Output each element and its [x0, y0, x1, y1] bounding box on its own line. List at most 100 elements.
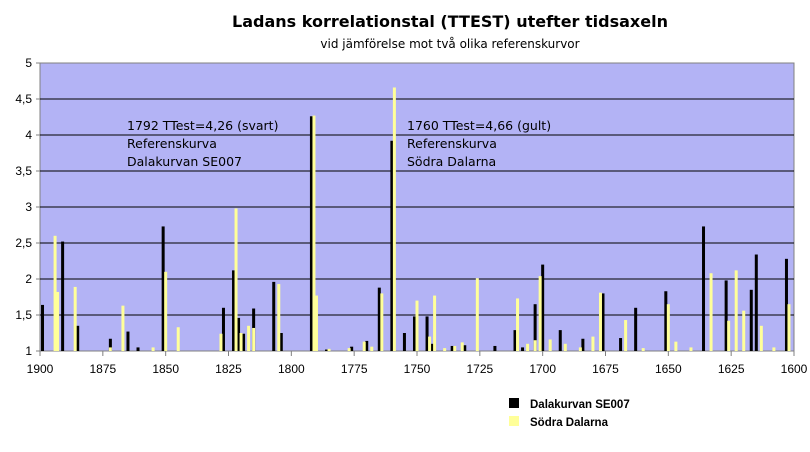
bar — [392, 87, 396, 351]
bar — [558, 330, 562, 351]
bar — [641, 348, 645, 351]
bar — [578, 347, 582, 351]
bar — [279, 333, 283, 351]
bar — [533, 340, 537, 351]
bar — [634, 307, 638, 351]
bar — [380, 293, 384, 351]
bar — [787, 304, 791, 351]
y-axis: 1 1,5 2 2,5 3 3,5 4 4,5 5 — [15, 56, 40, 358]
bar — [598, 292, 602, 351]
bar — [460, 342, 464, 351]
bar — [453, 345, 457, 351]
bar — [234, 208, 238, 351]
annotation-line: Dalakurvan SE007 — [127, 154, 242, 169]
bar — [581, 338, 585, 351]
x-tick-label: 1600 — [781, 362, 808, 376]
x-axis: 1900 1875 1850 1825 1800 1775 1750 1725 1700 1675… — [27, 351, 808, 376]
bar — [136, 347, 140, 351]
bar — [126, 331, 130, 351]
chart-subtitle: vid jämförelse mot två olika referenskur… — [320, 37, 579, 51]
bar — [327, 348, 331, 351]
chart-title: Ladans korrelationstal (TTEST) utefter t… — [232, 12, 668, 31]
bar — [538, 276, 542, 351]
legend-label: Dalakurvan SE007 — [530, 399, 630, 411]
bar — [624, 320, 628, 351]
x-tick-label: 1850 — [152, 362, 179, 376]
y-tick-label: 2 — [25, 272, 32, 286]
bar — [664, 291, 668, 351]
annotation: 1792 TTest=4,26 (svart) Referenskurva Dala… — [127, 118, 278, 169]
bar — [402, 333, 406, 351]
bar — [533, 304, 537, 351]
annotation-line: Referenskurva — [127, 136, 217, 151]
annotation-line: 1760 TTest=4,66 (gult) — [407, 118, 551, 133]
bar — [53, 235, 57, 351]
bar — [463, 345, 467, 351]
legend-swatch — [509, 398, 519, 408]
y-tick-label: 3,5 — [15, 164, 32, 178]
bar — [425, 316, 429, 351]
x-tick-label: 1900 — [27, 362, 54, 376]
legend: Dalakurvan SE007 Södra Dalarna — [509, 398, 630, 429]
bar — [370, 346, 374, 351]
bar — [121, 305, 125, 351]
bar — [239, 333, 243, 351]
bar — [619, 338, 623, 351]
bar — [108, 338, 112, 351]
bar — [493, 345, 497, 351]
y-tick-label: 4,5 — [15, 92, 32, 106]
bar — [433, 295, 437, 351]
bar — [563, 343, 567, 351]
y-tick-label: 5 — [25, 56, 32, 70]
annotation-line: 1792 TTest=4,26 (svart) — [127, 118, 278, 133]
bar — [548, 339, 552, 351]
bar — [430, 343, 434, 351]
bar — [314, 295, 318, 351]
bar — [237, 317, 241, 351]
bar — [164, 271, 168, 351]
x-tick-label: 1775 — [341, 362, 368, 376]
bar — [161, 226, 165, 351]
bar — [475, 278, 479, 351]
x-tick-label: 1675 — [592, 362, 619, 376]
legend-swatch — [509, 416, 519, 426]
bar — [350, 346, 354, 351]
bar — [347, 348, 351, 351]
bar — [61, 241, 65, 351]
bar — [428, 336, 432, 351]
bar — [754, 254, 758, 351]
bar — [252, 327, 256, 351]
bar — [784, 258, 788, 351]
bar — [513, 330, 517, 351]
legend-label: Södra Dalarna — [530, 417, 609, 429]
bar — [709, 273, 713, 351]
annotation-line: Södra Dalarna — [407, 154, 496, 169]
bar — [76, 325, 80, 351]
x-tick-label: 1650 — [655, 362, 682, 376]
y-tick-label: 3 — [25, 200, 32, 214]
series-dalakurvan — [41, 116, 788, 351]
bar — [591, 336, 595, 351]
bar — [601, 293, 605, 351]
bar — [541, 264, 545, 351]
y-tick-label: 1 — [25, 344, 32, 358]
bar — [727, 320, 731, 351]
bar — [734, 270, 738, 351]
bar — [759, 325, 763, 351]
bar — [666, 304, 670, 351]
bar — [412, 316, 416, 351]
bar — [724, 280, 728, 351]
bar — [312, 115, 316, 351]
bar — [277, 284, 281, 351]
bar — [742, 310, 746, 351]
bar — [242, 333, 246, 351]
bar — [325, 349, 329, 351]
bar — [415, 300, 419, 351]
bar — [689, 347, 693, 351]
series-sodra-dalarna — [53, 87, 791, 351]
y-tick-label: 1,5 — [15, 308, 32, 322]
y-tick-label: 4 — [25, 128, 32, 142]
x-tick-label: 1625 — [718, 362, 745, 376]
x-tick-label: 1875 — [89, 362, 116, 376]
